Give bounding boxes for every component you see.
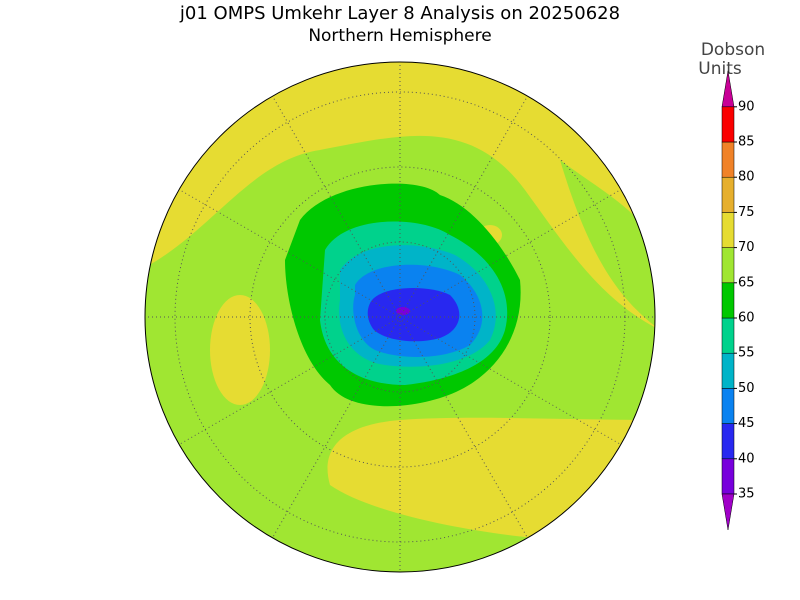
colorbar-label: Units: [698, 59, 742, 79]
map-border: [144, 61, 656, 573]
ozone-field: [560, 160, 655, 330]
colorbar-tick-label: 65: [738, 275, 755, 290]
colorbar-under: [721, 493, 735, 531]
colorbar-segment: [721, 106, 735, 143]
subtitle: Northern Hemisphere: [308, 26, 491, 46]
colorbar-segment: [721, 176, 735, 213]
colorbar-label: Dobson: [701, 40, 765, 60]
colorbar-segment: [721, 423, 735, 460]
colorbar-tick-label: 75: [738, 205, 755, 220]
graticule: [145, 62, 655, 572]
colorbar-segment: [721, 458, 735, 495]
colorbar-over: [721, 70, 735, 108]
colorbar-segment: [721, 388, 735, 424]
colorbar-tick-label: 45: [738, 416, 755, 431]
colorbar-segment: [721, 247, 735, 284]
colorbar-segment: [721, 317, 735, 354]
colorbar-tick-label: 80: [738, 170, 755, 185]
colorbar-tick-label: 60: [738, 311, 755, 326]
colorbar-segment: [721, 141, 735, 178]
colorbar-segment: [721, 282, 735, 319]
ozone-field: [367, 288, 460, 342]
colorbar-tick-label: 50: [738, 381, 755, 396]
ozone-field: [330, 433, 580, 497]
title: j01 OMPS Umkehr Layer 8 Analysis on 2025…: [179, 3, 620, 24]
colorbar-tick-label: 55: [738, 346, 755, 361]
colorbar-tick-label: 35: [738, 487, 755, 502]
meridian: [174, 186, 626, 448]
colorbar-tick-label: 70: [738, 240, 755, 255]
ozone-field: [210, 295, 270, 405]
colorbar-tick-label: 40: [738, 451, 755, 466]
colorbar: 35 40 45 50 55 60 65 70 75 80 85 90: [721, 70, 755, 531]
colorbar-tick-label: 85: [738, 135, 755, 150]
colorbar-segment: [721, 352, 735, 389]
colorbar-segment: [721, 212, 735, 248]
polar-map: [145, 62, 655, 572]
colorbar-tick-label: 90: [738, 99, 755, 114]
